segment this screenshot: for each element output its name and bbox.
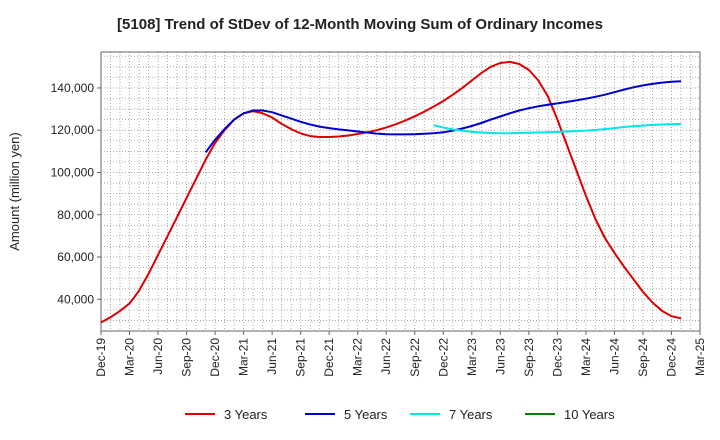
y-tick-label: 120,000 (51, 123, 95, 137)
legend-label-10-years: 10 Years (564, 407, 615, 422)
axes: 40,000 60,000 80,000 100,000 120,000 140,000 D… (7, 51, 707, 377)
x-tick-label: Sep-23 (522, 338, 536, 377)
y-tick-label: 140,000 (51, 81, 95, 95)
y-axis-title: Amount (million yen) (7, 132, 22, 251)
x-tick-label: Mar-23 (465, 338, 479, 376)
x-tick-label: Mar-22 (351, 338, 365, 376)
x-tick-label: Dec-24 (664, 338, 678, 377)
series-lines (100, 60, 682, 324)
series-line-3-years (100, 60, 682, 324)
chart-title: [5108] Trend of StDev of 12-Month Moving… (117, 16, 603, 33)
x-tick-label: Jun-21 (265, 338, 279, 375)
y-tick-label: 40,000 (57, 292, 94, 306)
plot-frame (100, 51, 701, 332)
y-tick-label: 100,000 (51, 165, 95, 179)
x-tick-label: Mar-25 (693, 338, 707, 376)
legend: 3 Years 5 Years 7 Years 10 Years (185, 407, 615, 422)
series-line-5-years (204, 80, 682, 153)
legend-label-5-years: 5 Years (344, 407, 388, 422)
x-tick-label: Jun-23 (493, 338, 507, 375)
x-tick-label: Mar-24 (579, 338, 593, 376)
x-tick-label: Sep-24 (636, 338, 650, 377)
x-tick-label: Dec-19 (94, 338, 108, 377)
y-tick-label: 80,000 (57, 208, 94, 222)
x-tick-label: Mar-20 (123, 338, 137, 376)
x-tick-label: Sep-21 (294, 338, 308, 377)
grid (101, 52, 700, 331)
x-tick-label: Sep-20 (180, 338, 194, 377)
x-tick-label: Dec-20 (208, 338, 222, 377)
y-tick-label: 60,000 (57, 250, 94, 264)
x-tick-label: Dec-23 (550, 338, 564, 377)
x-tick-label: Jun-20 (151, 338, 165, 375)
x-tick-label: Dec-21 (322, 338, 336, 377)
legend-label-7-years: 7 Years (449, 407, 493, 422)
x-tick-label: Sep-22 (408, 338, 422, 377)
x-tick-label: Jun-22 (379, 338, 393, 375)
series-line-7-years (433, 122, 682, 135)
x-tick-label: Jun-24 (607, 338, 621, 375)
x-tick-label: Mar-21 (237, 338, 251, 376)
legend-label-3-years: 3 Years (224, 407, 268, 422)
x-tick-label: Dec-22 (436, 338, 450, 377)
